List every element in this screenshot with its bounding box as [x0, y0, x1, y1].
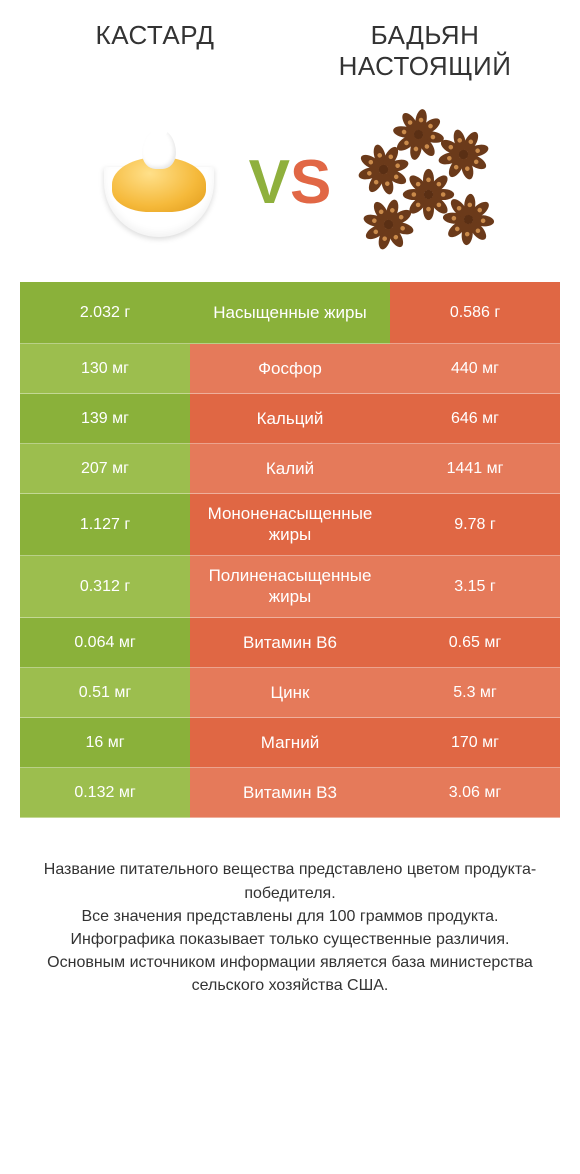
table-row: 16 мгМагний170 мг	[20, 718, 560, 768]
title-left: КАСТАРД	[20, 20, 290, 51]
star-anise-icon	[361, 197, 416, 252]
table-row: 0.064 мгВитамин B60.65 мг	[20, 618, 560, 668]
cell-left-value: 2.032 г	[20, 282, 190, 344]
cell-right-value: 1441 мг	[390, 444, 560, 494]
vs-s: S	[290, 147, 331, 218]
cell-left-value: 0.064 мг	[20, 618, 190, 668]
cell-label: Магний	[190, 718, 390, 768]
cell-right-value: 5.3 мг	[390, 668, 560, 718]
footer-line: Инфографика показывает только существенн…	[30, 928, 550, 951]
cell-left-value: 0.312 г	[20, 556, 190, 618]
cell-left-value: 0.132 мг	[20, 768, 190, 818]
cell-right-value: 9.78 г	[390, 494, 560, 556]
footer-line: Название питательного вещества представл…	[30, 858, 550, 904]
table-row: 207 мгКалий1441 мг	[20, 444, 560, 494]
table-row: 0.51 мгЦинк5.3 мг	[20, 668, 560, 718]
nutrition-table: 2.032 гНасыщенные жиры0.586 г130 мгФосфо…	[0, 282, 580, 818]
footer-text: Название питательного вещества представл…	[0, 818, 580, 1017]
vs-label: VS	[249, 147, 332, 218]
cell-label: Витамин B3	[190, 768, 390, 818]
cell-label: Витамин B6	[190, 618, 390, 668]
cell-label: Калий	[190, 444, 390, 494]
title-right: БАДЬЯН НАСТОЯЩИЙ	[290, 20, 560, 82]
cell-label: Фосфор	[190, 344, 390, 394]
table-row: 0.312 гПолиненасыщенные жиры3.15 г	[20, 556, 560, 618]
cell-right-value: 170 мг	[390, 718, 560, 768]
table-row: 130 мгФосфор440 мг	[20, 344, 560, 394]
cell-right-value: 0.586 г	[390, 282, 560, 344]
cell-left-value: 16 мг	[20, 718, 190, 768]
cell-left-value: 130 мг	[20, 344, 190, 394]
cell-right-value: 0.65 мг	[390, 618, 560, 668]
cell-label: Насыщенные жиры	[190, 282, 390, 344]
table-row: 0.132 мгВитамин B33.06 мг	[20, 768, 560, 818]
cell-label: Кальций	[190, 394, 390, 444]
cell-left-value: 0.51 мг	[20, 668, 190, 718]
header: КАСТАРД БАДЬЯН НАСТОЯЩИЙ	[0, 0, 580, 92]
cell-label: Мононенасыщенные жиры	[190, 494, 390, 556]
images-row: VS	[0, 92, 580, 282]
table-row: 1.127 гМононенасыщенные жиры9.78 г	[20, 494, 560, 556]
cell-left-value: 207 мг	[20, 444, 190, 494]
cell-label: Цинк	[190, 668, 390, 718]
footer-line: Все значения представлены для 100 граммо…	[30, 905, 550, 928]
cell-label: Полиненасыщенные жиры	[190, 556, 390, 618]
star-anise-icon	[441, 192, 496, 247]
cell-left-value: 139 мг	[20, 394, 190, 444]
footer-line: Основным источником информации является …	[30, 951, 550, 997]
table-row: 2.032 гНасыщенные жиры0.586 г	[20, 282, 560, 344]
cell-right-value: 440 мг	[390, 344, 560, 394]
cell-right-value: 3.15 г	[390, 556, 560, 618]
anise-image	[341, 102, 501, 262]
table-row: 139 мгКальций646 мг	[20, 394, 560, 444]
custard-image	[79, 102, 239, 262]
cell-right-value: 3.06 мг	[390, 768, 560, 818]
cell-right-value: 646 мг	[390, 394, 560, 444]
vs-v: V	[249, 147, 290, 218]
cell-left-value: 1.127 г	[20, 494, 190, 556]
